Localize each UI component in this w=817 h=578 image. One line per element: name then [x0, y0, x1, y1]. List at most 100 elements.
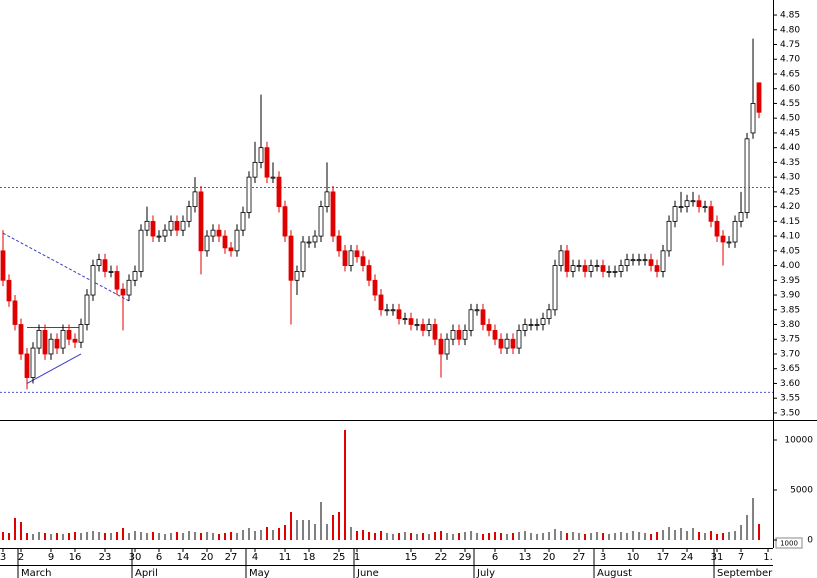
- candle-body: [480, 309, 486, 325]
- month-label: July: [476, 568, 495, 578]
- candle-body: [420, 324, 426, 331]
- volume-bar: [410, 533, 413, 540]
- x-tick-label: 20: [543, 552, 556, 563]
- volume-bar: [620, 532, 623, 540]
- volume-bar: [584, 534, 587, 540]
- y-tick-label: 3.70: [780, 349, 800, 359]
- volume-bar: [752, 498, 755, 540]
- volume-bar: [728, 532, 731, 540]
- candle-body: [354, 250, 360, 258]
- volume-bar: [758, 524, 761, 540]
- volume-bar: [68, 533, 71, 540]
- volume-bar: [320, 502, 323, 540]
- x-tick-label: 27: [573, 552, 586, 563]
- candle-body: [696, 200, 702, 208]
- x-tick-label: 4: [252, 552, 258, 563]
- y-tick-label: 4.30: [780, 173, 800, 183]
- candle-body: [492, 329, 498, 340]
- volume-tick-label: 5000: [790, 486, 813, 496]
- volume-bar: [452, 534, 455, 540]
- volume-bar: [614, 533, 617, 540]
- y-tick-label: 4.10: [780, 232, 800, 242]
- candle-body: [468, 309, 474, 331]
- volume-bar: [218, 534, 221, 540]
- y-tick-label: 3.90: [780, 291, 800, 301]
- candle-body: [606, 271, 612, 273]
- candle-body: [60, 329, 66, 349]
- volume-bar: [296, 520, 299, 540]
- month-label: September: [717, 568, 773, 578]
- y-tick-label: 3.75: [780, 335, 800, 345]
- y-tick-label: 4.85: [780, 11, 800, 21]
- volume-bar: [356, 531, 359, 540]
- volume-bar: [152, 532, 155, 540]
- candle-body: [702, 206, 708, 209]
- candle-body: [714, 220, 720, 237]
- volume-unit: 1000: [780, 540, 798, 548]
- x-tick-label: 16: [69, 552, 82, 563]
- volume-bar: [644, 533, 647, 540]
- candle-body: [66, 329, 72, 340]
- x-tick-label: 27: [225, 552, 238, 563]
- candle-body: [750, 103, 756, 134]
- volume-bar: [290, 512, 293, 540]
- x-tick-label: 10: [627, 552, 640, 563]
- volume-bar: [680, 528, 683, 540]
- candle-body: [24, 353, 30, 378]
- candle-body: [282, 206, 288, 237]
- x-tick-label: 17: [657, 552, 670, 563]
- candle-body: [744, 138, 750, 213]
- x-tick-label: 7: [738, 552, 744, 563]
- candle-body: [198, 191, 204, 252]
- candle-body: [204, 235, 210, 252]
- candle-body: [690, 200, 696, 203]
- candle-body: [288, 235, 294, 281]
- volume-bar: [722, 533, 725, 540]
- volume-bar: [2, 532, 5, 540]
- volume-bar: [56, 533, 59, 540]
- candle-body: [336, 235, 342, 252]
- x-tick-label: 25: [333, 552, 346, 563]
- candle-body: [210, 229, 216, 237]
- candle-body: [330, 191, 336, 237]
- candle-body: [666, 220, 672, 252]
- volume-bar: [740, 525, 743, 540]
- volume-bar: [134, 531, 137, 540]
- candle-body: [588, 265, 594, 272]
- volume-tick-label: 10000: [784, 436, 813, 446]
- volume-bar: [32, 534, 35, 540]
- volume-bar: [668, 527, 671, 540]
- volume-bar: [446, 533, 449, 540]
- x-tick-label: 18: [303, 552, 316, 563]
- volume-bar: [458, 533, 461, 540]
- candle-body: [258, 147, 264, 163]
- candle-body: [516, 329, 522, 349]
- candle-body: [462, 329, 468, 340]
- candle-body: [246, 176, 252, 213]
- volume-bar: [302, 520, 305, 540]
- candle-body: [450, 329, 456, 340]
- y-tick-label: 4.70: [780, 55, 800, 65]
- y-tick-label: 3.50: [780, 408, 800, 418]
- volume-bar: [164, 534, 167, 540]
- volume-bar: [194, 532, 197, 540]
- candle-body: [312, 235, 318, 243]
- volume-bar: [230, 532, 233, 540]
- candle-body: [186, 206, 192, 222]
- candle-body: [114, 271, 120, 290]
- candle-body: [18, 324, 24, 355]
- candle-body: [144, 220, 150, 231]
- volume-bar: [308, 520, 311, 540]
- x-tick-label: 23: [99, 552, 112, 563]
- volume-bar: [560, 531, 563, 540]
- candle-body: [276, 176, 282, 208]
- candle-body: [474, 309, 480, 312]
- volume-bar: [512, 533, 515, 540]
- candle-body: [36, 329, 42, 349]
- volume-bar: [44, 533, 47, 540]
- candle-body: [102, 259, 108, 272]
- candle-body: [0, 250, 6, 281]
- candle-body: [510, 338, 516, 349]
- volume-bar: [416, 534, 419, 540]
- candle-body: [648, 259, 654, 266]
